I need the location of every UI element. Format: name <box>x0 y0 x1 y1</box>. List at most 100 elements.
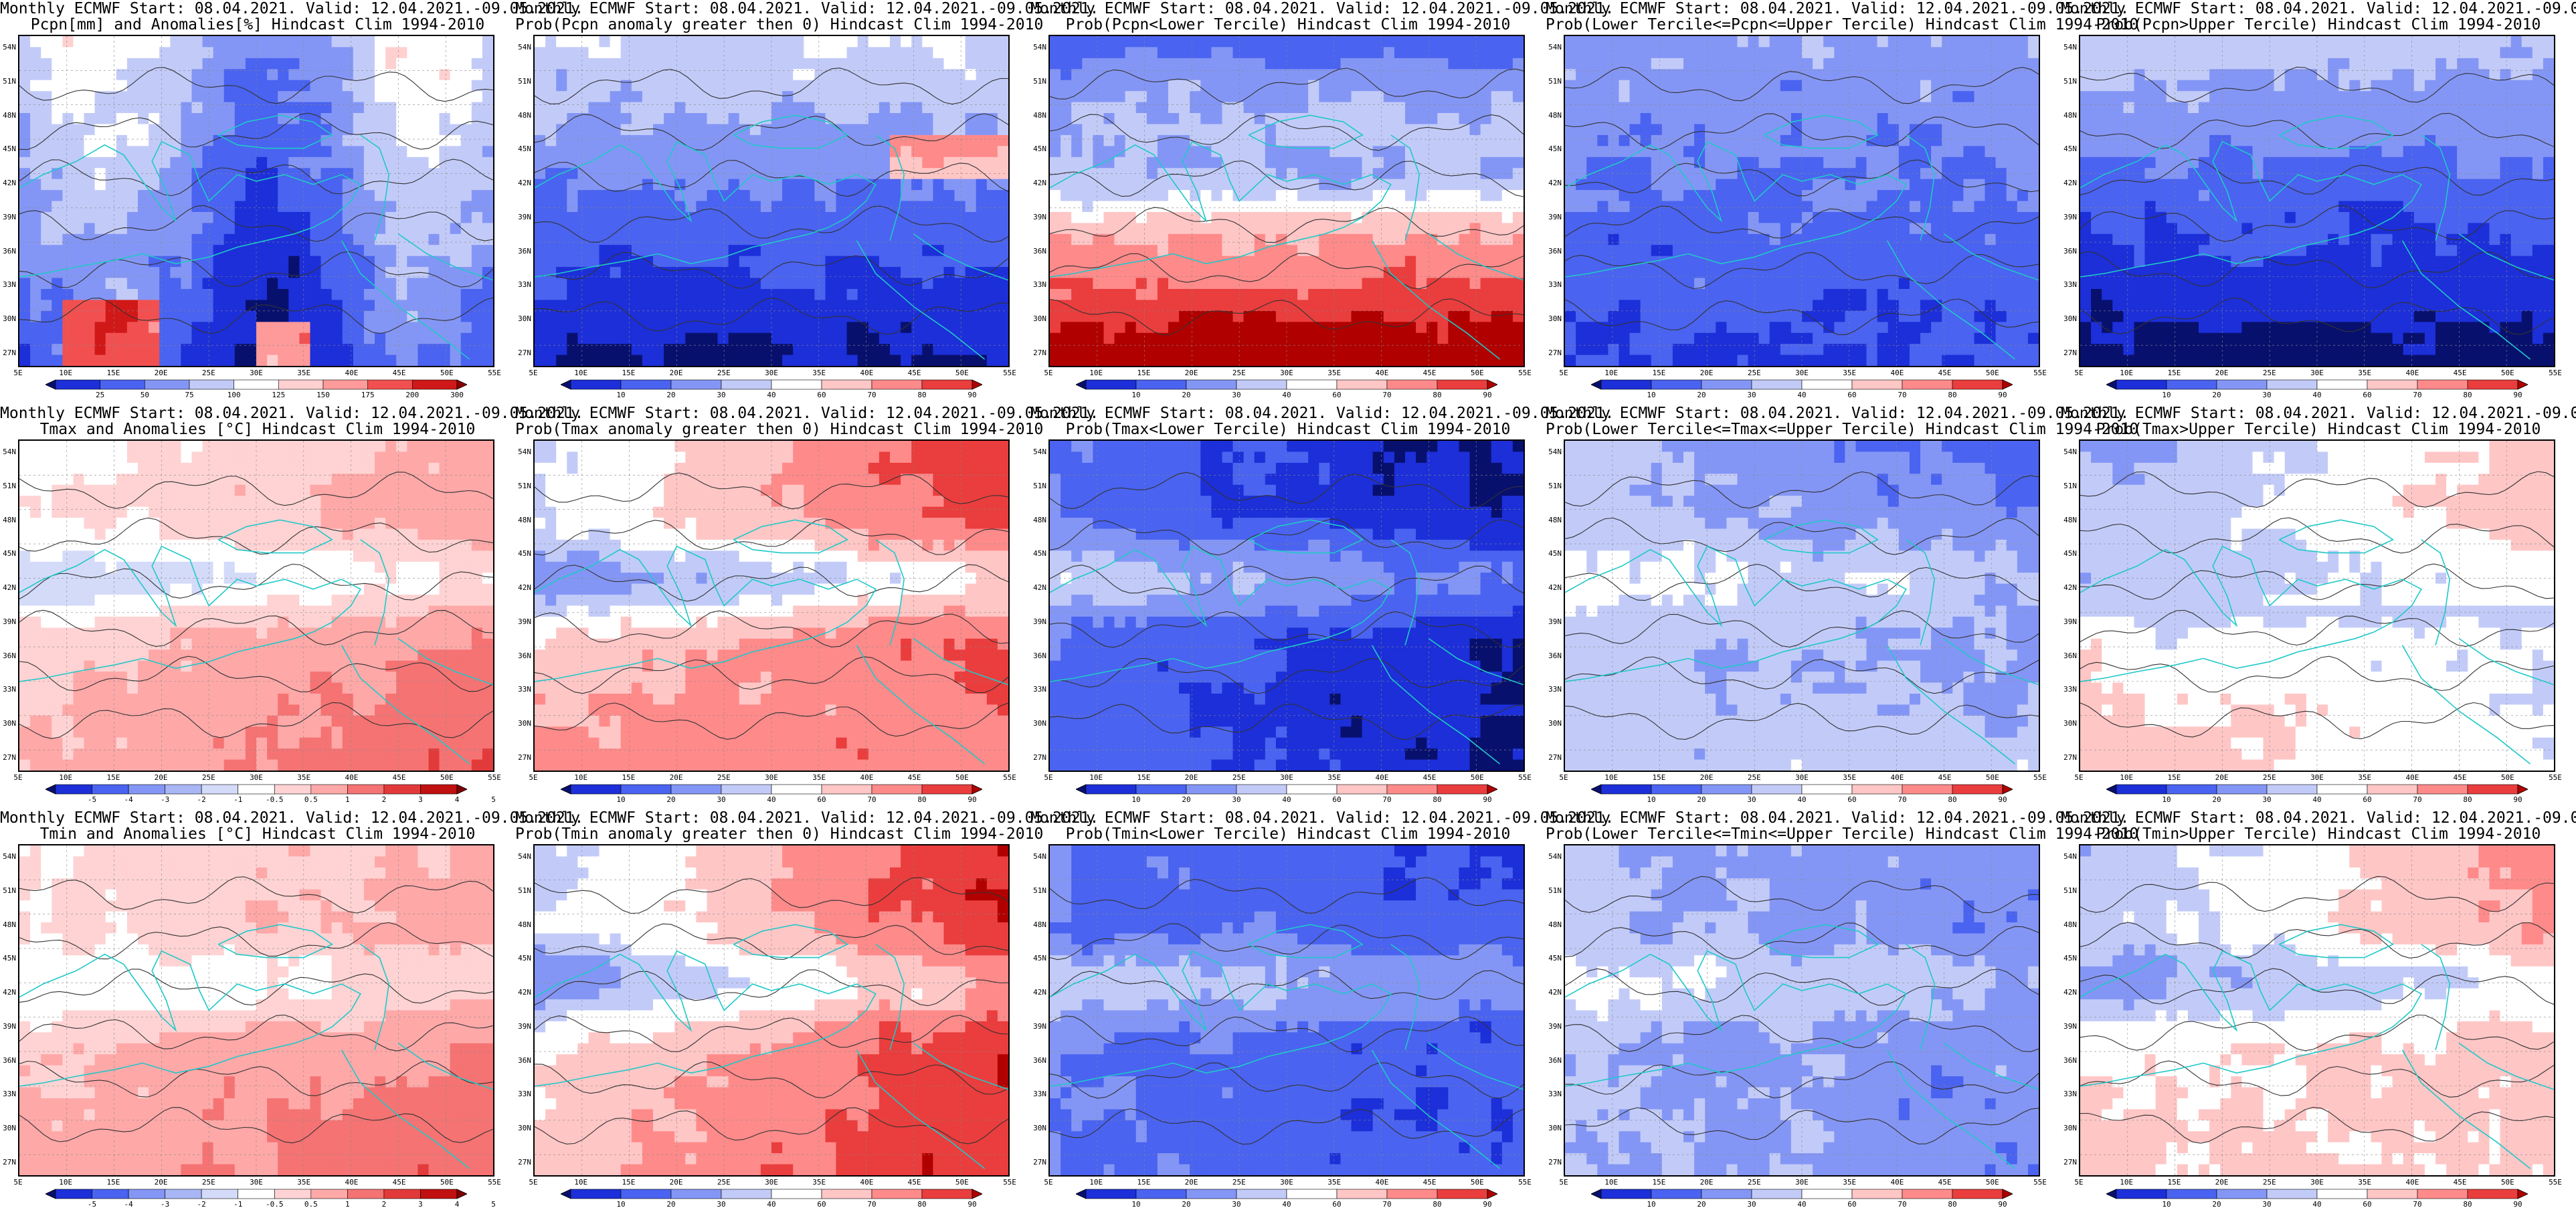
field-cell <box>1265 58 1277 70</box>
field-cell <box>1513 333 1524 344</box>
field-cell <box>1834 311 1845 322</box>
field-cell <box>804 36 815 47</box>
forecast-map <box>1048 35 1525 367</box>
field-cell <box>440 58 451 70</box>
field-cell <box>1630 344 1641 355</box>
field-cell <box>545 124 557 136</box>
field-cell <box>1352 311 1363 322</box>
field-cell <box>944 355 955 366</box>
field-cell <box>998 135 1008 146</box>
field-cell <box>567 124 578 136</box>
field-cell <box>127 322 139 333</box>
field-cell <box>1125 322 1137 333</box>
field-cell <box>1190 36 1201 47</box>
field-cell <box>707 80 719 92</box>
field-cell <box>170 36 181 47</box>
field-cell <box>1748 311 1760 322</box>
field-cell <box>385 333 397 344</box>
field-cell <box>74 157 85 169</box>
field-cell <box>472 333 483 344</box>
field-cell <box>1125 58 1137 70</box>
field-cell <box>1373 113 1384 124</box>
field-cell <box>1416 355 1427 366</box>
field-cell <box>600 311 611 322</box>
field-cell <box>621 344 632 355</box>
field-cell <box>1759 47 1770 58</box>
field-cell <box>1641 102 1652 114</box>
field-cell <box>1673 333 1684 344</box>
field-cell <box>181 58 192 70</box>
field-cell <box>310 289 322 300</box>
field-cell <box>84 278 96 290</box>
field-cell <box>62 355 74 366</box>
field-cell <box>901 157 912 169</box>
lat-tick-label: 33N <box>515 280 531 289</box>
field-cell <box>127 58 139 70</box>
field-cell <box>933 102 944 114</box>
field-cell <box>804 289 815 300</box>
field-cell <box>1780 333 1792 344</box>
field-cell <box>1630 355 1641 366</box>
field-cell <box>577 344 589 355</box>
field-cell <box>1673 289 1684 300</box>
field-cell <box>1233 58 1245 70</box>
field-cell <box>407 113 418 124</box>
field-cell <box>814 135 826 146</box>
field-cell <box>138 80 149 92</box>
field-cell <box>696 322 707 333</box>
field-cell <box>246 47 257 58</box>
field-cell <box>858 355 869 366</box>
field-cell <box>771 245 783 256</box>
field-cell <box>278 289 289 300</box>
field-cell <box>535 223 546 234</box>
field-cell <box>1802 223 1813 234</box>
field-cell <box>450 212 462 223</box>
field-cell <box>278 344 289 355</box>
field-cell <box>1115 179 1126 191</box>
field-cell <box>685 344 697 355</box>
field-cell <box>1405 311 1416 322</box>
field-cell <box>159 333 171 344</box>
field-cell <box>545 58 557 70</box>
field-cell <box>976 333 988 344</box>
field-cell <box>1791 333 1803 344</box>
field-cell <box>106 234 117 245</box>
field-cell <box>418 146 429 157</box>
field-cell <box>911 91 923 102</box>
field-cell <box>288 124 300 136</box>
field-cell <box>1287 311 1298 322</box>
field-cell <box>407 179 418 191</box>
colorbar-segment <box>145 380 189 389</box>
field-cell <box>1630 322 1641 333</box>
field-cell <box>106 102 117 114</box>
field-cell <box>1448 190 1459 201</box>
field-cell <box>1802 344 1813 355</box>
field-cell <box>804 135 815 146</box>
field-cell <box>95 333 106 344</box>
field-cell <box>1802 36 1813 47</box>
field-cell <box>1513 355 1524 366</box>
field-cell <box>116 168 128 179</box>
field-cell <box>1136 113 1147 124</box>
field-cell <box>1158 289 1169 300</box>
field-cell <box>1233 300 1245 311</box>
field-cell <box>1104 245 1115 256</box>
field-cell <box>106 333 117 344</box>
field-cell <box>1061 311 1072 322</box>
field-cell <box>41 146 52 157</box>
field-cell <box>192 355 203 366</box>
lat-tick-label: 39N <box>515 213 531 221</box>
field-cell <box>159 300 171 311</box>
field-cell <box>30 135 41 146</box>
field-cell <box>138 333 149 344</box>
field-cell <box>1329 58 1341 70</box>
field-cell <box>84 223 96 234</box>
field-cell <box>890 344 901 355</box>
field-cell <box>1115 58 1126 70</box>
colorbar-segment <box>1186 380 1236 389</box>
field-cell <box>901 311 912 322</box>
field-cell <box>1630 157 1641 169</box>
field-cell <box>1071 245 1083 256</box>
field-cell <box>235 201 246 213</box>
field-cell <box>879 124 891 136</box>
